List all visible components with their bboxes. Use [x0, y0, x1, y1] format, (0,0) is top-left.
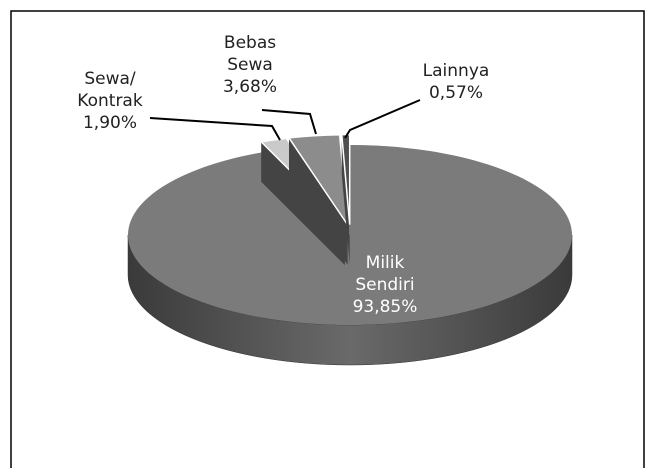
leader-line	[149, 117, 281, 141]
category-label: Lainnya	[422, 61, 490, 81]
value-label: 1,90%	[82, 113, 137, 133]
value-label: 0,57%	[428, 83, 483, 103]
pie-slice-edge	[261, 141, 345, 266]
category-label: Bebas Sewa	[223, 33, 277, 75]
data-label: Lainnya 0,57%	[401, 60, 511, 104]
pie-slice	[340, 133, 351, 225]
chart-frame	[10, 10, 645, 468]
leader-line	[261, 109, 317, 135]
pie-slice	[127, 145, 572, 325]
leader-line	[344, 99, 421, 139]
pie-slice-edge	[341, 134, 350, 265]
data-label: Milik Sendiri 93,85%	[340, 252, 430, 318]
data-label: Bebas Sewa 3,68%	[205, 32, 295, 98]
value-label: 93,85%	[352, 297, 418, 317]
value-label: 3,68%	[222, 77, 277, 97]
data-label: Sewa/ Kontrak 1,90%	[65, 68, 155, 134]
pie-slice-edge	[289, 137, 348, 265]
category-label: Milik Sendiri	[355, 253, 415, 295]
pie-slice	[287, 134, 349, 228]
category-label: Sewa/ Kontrak	[77, 69, 143, 111]
